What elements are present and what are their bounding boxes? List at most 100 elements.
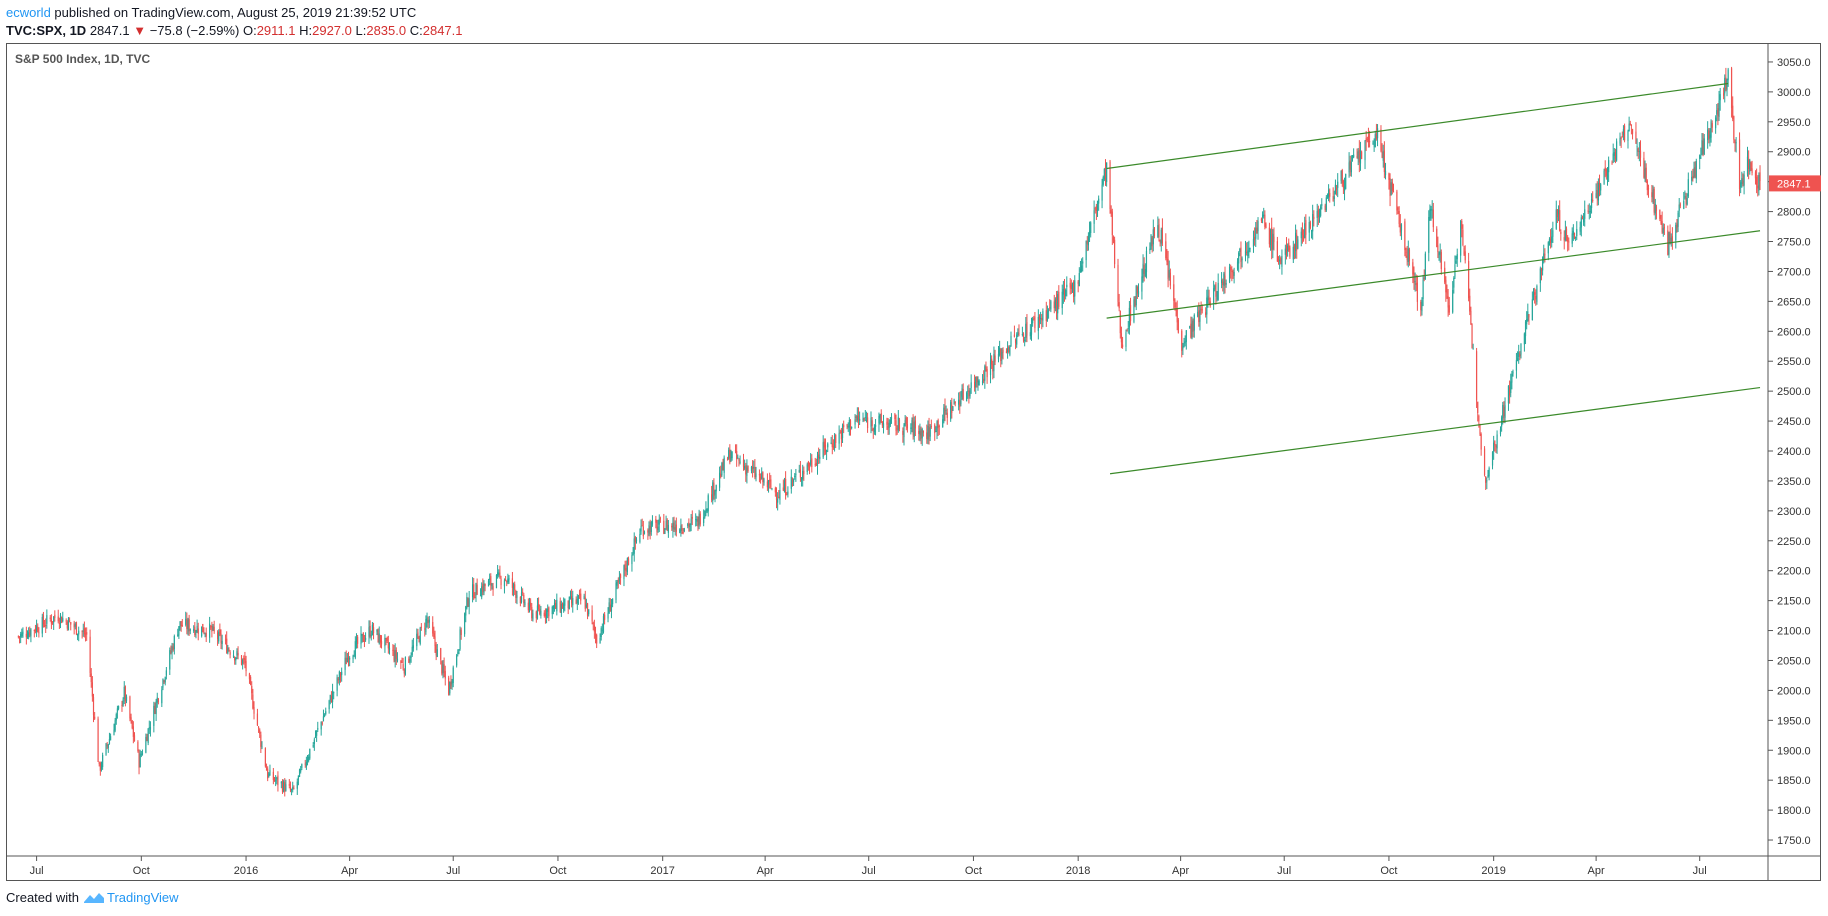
candle-body (1699, 155, 1701, 159)
candle-body (1367, 136, 1370, 143)
candle-body (993, 354, 995, 372)
candle-body (1167, 259, 1169, 280)
candle-body (1041, 317, 1043, 321)
candle-body (1695, 160, 1697, 179)
candle-body (451, 681, 453, 685)
y-tick-label: 2650.0 (1777, 296, 1811, 308)
candle-body (600, 628, 602, 638)
candle-body (1118, 302, 1120, 309)
candle-body (1337, 181, 1339, 188)
candle-body (1719, 94, 1721, 101)
candle-body (1734, 139, 1736, 144)
candle-body (333, 692, 335, 694)
candle-body (465, 606, 467, 616)
candle-body (656, 521, 658, 532)
candle-body (105, 743, 107, 755)
candle-body (201, 626, 203, 637)
x-tick-label: Apr (341, 865, 358, 877)
candle-body (761, 472, 763, 479)
trendline-2 (1106, 230, 1761, 319)
candle-body (584, 597, 586, 609)
candle-body (730, 456, 732, 462)
candle-body (1026, 322, 1028, 336)
candle-body (1209, 301, 1211, 306)
candle-body (663, 520, 665, 534)
candle-body (1515, 360, 1518, 371)
candle-body (448, 677, 450, 695)
author-link[interactable]: ecworld (6, 5, 51, 20)
candle-body (674, 527, 676, 530)
candle-body (1198, 310, 1200, 323)
candle-body (1733, 116, 1735, 140)
candle-body (1272, 233, 1274, 250)
candle-body (1374, 134, 1376, 148)
candle-body (45, 624, 47, 626)
candle-body (352, 655, 354, 660)
candle-body (1486, 480, 1488, 482)
candle-body (811, 458, 813, 467)
candle-body (1134, 296, 1136, 306)
candle-body (1475, 351, 1478, 401)
candle-body (967, 390, 969, 392)
candle-body (1408, 249, 1411, 262)
candle-body (705, 509, 707, 511)
candle-body (658, 519, 660, 525)
candle-body (1628, 123, 1630, 132)
candle-body (490, 576, 492, 586)
candle-body (1063, 287, 1066, 294)
candle-body (1236, 261, 1239, 269)
candle-body (504, 579, 507, 581)
candle-body (718, 472, 721, 488)
candle-body (961, 388, 963, 397)
candle-body (1414, 281, 1416, 283)
candle-body (555, 602, 557, 609)
y-tick-label: 2550.0 (1777, 356, 1811, 368)
candle-body (252, 694, 254, 709)
candle-body (650, 522, 652, 533)
candle-body (1686, 197, 1688, 205)
candle-body (154, 706, 156, 714)
candle-body (28, 632, 30, 638)
tradingview-logo-link[interactable]: TradingView (83, 890, 179, 905)
candle-body (1191, 321, 1193, 339)
candle-body (544, 613, 547, 617)
candle-body (361, 634, 363, 636)
candle-body (338, 671, 340, 680)
x-tick-label: Oct (549, 865, 566, 877)
candle-body (726, 458, 729, 461)
candle-body (1463, 247, 1465, 255)
candle-body (1470, 310, 1472, 325)
candle-body (148, 727, 150, 729)
candle-body (601, 629, 603, 631)
y-tick-label: 2700.0 (1777, 266, 1811, 278)
candle-body (1273, 236, 1275, 242)
candle-body (312, 745, 314, 747)
chart-frame[interactable] (6, 43, 1821, 881)
candle-body (707, 495, 709, 512)
candle-body (548, 607, 550, 617)
candle-body (1661, 221, 1663, 233)
candle-body (1050, 301, 1052, 310)
candle-body (783, 481, 786, 492)
candle-body (824, 444, 827, 453)
candle-body (1247, 250, 1249, 257)
candle-body (419, 627, 421, 644)
candle-body (346, 657, 348, 662)
candle-body (309, 748, 311, 759)
candle-body (1206, 297, 1208, 315)
candle-body (1564, 229, 1566, 241)
candle-body (371, 624, 374, 635)
candle-body (1478, 415, 1480, 422)
candle-body (213, 626, 215, 632)
candle-body (847, 425, 849, 428)
candle-body (1531, 299, 1533, 321)
candle-body (543, 612, 545, 616)
candle-body (1694, 167, 1696, 177)
candle-body (235, 657, 237, 661)
candle-body (1668, 233, 1670, 255)
candle-body (229, 652, 231, 655)
candle-body (106, 744, 108, 746)
candle-body (109, 736, 112, 741)
candle-body (1152, 229, 1154, 245)
